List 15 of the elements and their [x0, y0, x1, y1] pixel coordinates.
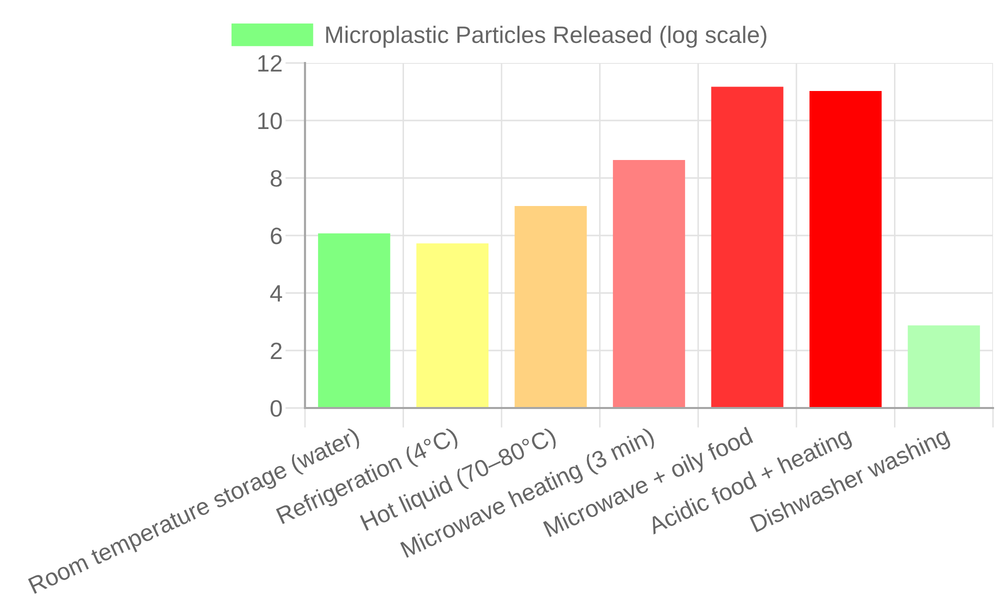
y-tick-label: 12: [258, 55, 282, 72]
y-tick-label: 2: [270, 342, 282, 360]
bar: [514, 206, 587, 408]
legend-label: Microplastic Particles Released (log scale): [326, 26, 766, 48]
y-tick-label: 6: [270, 228, 282, 244]
y-tick-label: 8: [270, 170, 282, 187]
y-tick-label: 10: [258, 112, 282, 130]
bar: [711, 86, 784, 408]
y-tick-label: 0: [270, 400, 282, 417]
bar: [416, 243, 489, 408]
bar: [908, 325, 980, 408]
bar: [612, 160, 686, 408]
bar: [809, 91, 882, 408]
y-tick-label: 4: [270, 285, 282, 302]
bar: [318, 233, 390, 408]
